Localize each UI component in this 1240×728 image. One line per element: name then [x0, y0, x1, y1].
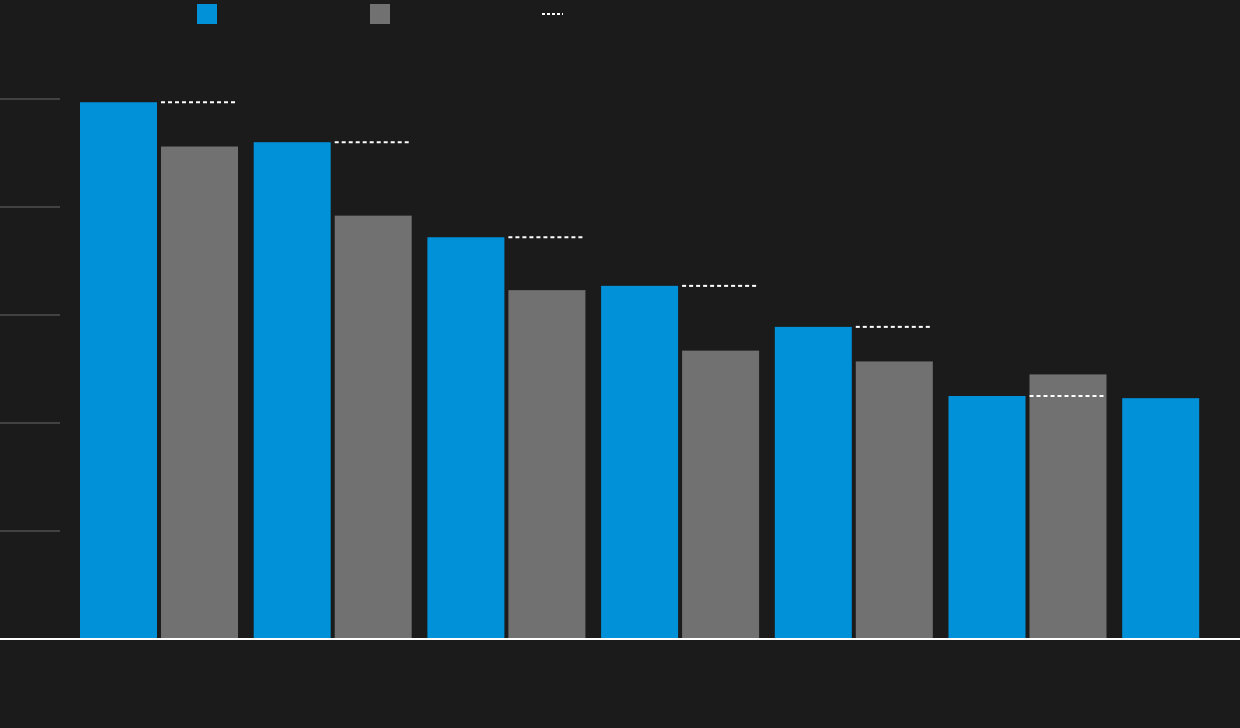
bar: [1122, 398, 1200, 639]
bar: [1029, 374, 1107, 639]
bar: [334, 215, 412, 639]
bar: [682, 350, 760, 639]
bar: [427, 237, 505, 640]
legend-swatch: [370, 4, 390, 24]
bar: [601, 285, 679, 639]
legend-swatch: [197, 4, 217, 24]
bar: [161, 146, 238, 639]
bar: [774, 326, 852, 639]
bar: [948, 396, 1026, 639]
bar: [253, 142, 331, 639]
bar: [508, 290, 586, 639]
bar: [855, 361, 933, 639]
bar: [80, 102, 157, 640]
